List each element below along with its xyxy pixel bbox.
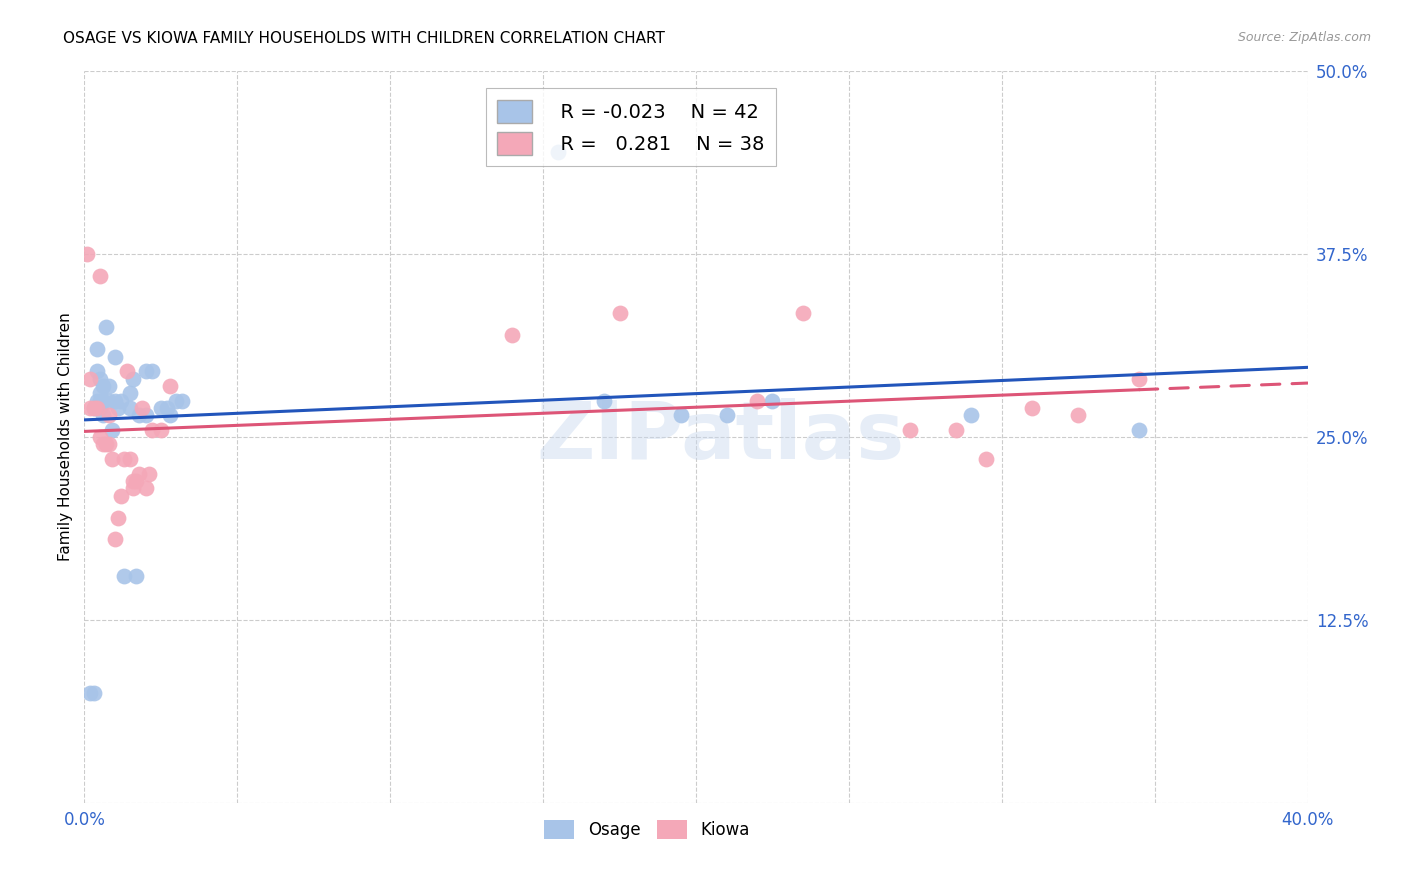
Point bbox=[159, 379, 181, 393]
Text: Source: ZipAtlas.com: Source: ZipAtlas.com bbox=[1237, 31, 1371, 45]
Point bbox=[104, 533, 127, 547]
Point bbox=[79, 371, 101, 385]
Point bbox=[86, 364, 108, 378]
Point bbox=[89, 386, 111, 401]
Point bbox=[76, 247, 98, 261]
Point bbox=[107, 510, 129, 524]
Point bbox=[89, 393, 111, 408]
Point bbox=[976, 452, 998, 467]
Y-axis label: Family Households with Children: Family Households with Children bbox=[58, 313, 73, 561]
Point bbox=[110, 489, 132, 503]
Point bbox=[1021, 401, 1043, 415]
Point bbox=[131, 401, 153, 415]
Point bbox=[945, 423, 967, 437]
Point bbox=[110, 393, 132, 408]
Point bbox=[1128, 371, 1150, 385]
Point bbox=[135, 408, 157, 422]
Text: OSAGE VS KIOWA FAMILY HOUSEHOLDS WITH CHILDREN CORRELATION CHART: OSAGE VS KIOWA FAMILY HOUSEHOLDS WITH CH… bbox=[63, 31, 665, 46]
Point bbox=[122, 474, 145, 488]
Point bbox=[94, 437, 117, 451]
Point bbox=[120, 386, 142, 401]
Point bbox=[101, 452, 124, 467]
Point bbox=[156, 401, 179, 415]
Point bbox=[97, 393, 120, 408]
Point bbox=[97, 379, 120, 393]
Point bbox=[761, 393, 783, 408]
Point bbox=[89, 269, 111, 284]
Point bbox=[138, 467, 160, 481]
Point bbox=[83, 686, 105, 700]
Point bbox=[89, 371, 111, 385]
Point bbox=[747, 393, 769, 408]
Point bbox=[97, 437, 120, 451]
Point bbox=[128, 467, 150, 481]
Point bbox=[104, 350, 127, 364]
Point bbox=[125, 569, 148, 583]
Point bbox=[91, 408, 114, 422]
Point bbox=[115, 364, 138, 378]
Point bbox=[547, 145, 569, 159]
Text: ZIPatlas: ZIPatlas bbox=[536, 398, 904, 476]
Point bbox=[122, 371, 145, 385]
Point bbox=[165, 393, 187, 408]
Point bbox=[1067, 408, 1090, 422]
Point bbox=[91, 393, 114, 408]
Point bbox=[960, 408, 983, 422]
Point bbox=[135, 481, 157, 495]
Point bbox=[79, 686, 101, 700]
Point bbox=[112, 452, 135, 467]
Point bbox=[141, 364, 163, 378]
Point bbox=[1128, 423, 1150, 437]
Point bbox=[593, 393, 616, 408]
Point bbox=[86, 343, 108, 357]
Point bbox=[91, 437, 114, 451]
Point bbox=[94, 320, 117, 334]
Point bbox=[502, 327, 524, 342]
Point bbox=[149, 423, 172, 437]
Point bbox=[104, 393, 127, 408]
Point bbox=[120, 452, 142, 467]
Point bbox=[83, 401, 105, 415]
Point bbox=[792, 306, 814, 320]
Point bbox=[101, 423, 124, 437]
Point bbox=[107, 401, 129, 415]
Point bbox=[141, 423, 163, 437]
Point bbox=[898, 423, 921, 437]
Point bbox=[97, 408, 120, 422]
Point bbox=[86, 401, 108, 415]
Point bbox=[669, 408, 692, 422]
Point bbox=[122, 481, 145, 495]
Point bbox=[79, 401, 101, 415]
Point bbox=[609, 306, 631, 320]
Point bbox=[112, 569, 135, 583]
Point bbox=[172, 393, 194, 408]
Point bbox=[89, 430, 111, 444]
Point bbox=[716, 408, 738, 422]
Point bbox=[120, 401, 142, 415]
Legend: Osage, Kiowa: Osage, Kiowa bbox=[537, 814, 756, 846]
Point bbox=[125, 474, 148, 488]
Point bbox=[91, 379, 114, 393]
Point bbox=[135, 364, 157, 378]
Point bbox=[86, 393, 108, 408]
Point bbox=[83, 401, 105, 415]
Point bbox=[128, 408, 150, 422]
Point bbox=[149, 401, 172, 415]
Point bbox=[89, 401, 111, 415]
Point bbox=[159, 408, 181, 422]
